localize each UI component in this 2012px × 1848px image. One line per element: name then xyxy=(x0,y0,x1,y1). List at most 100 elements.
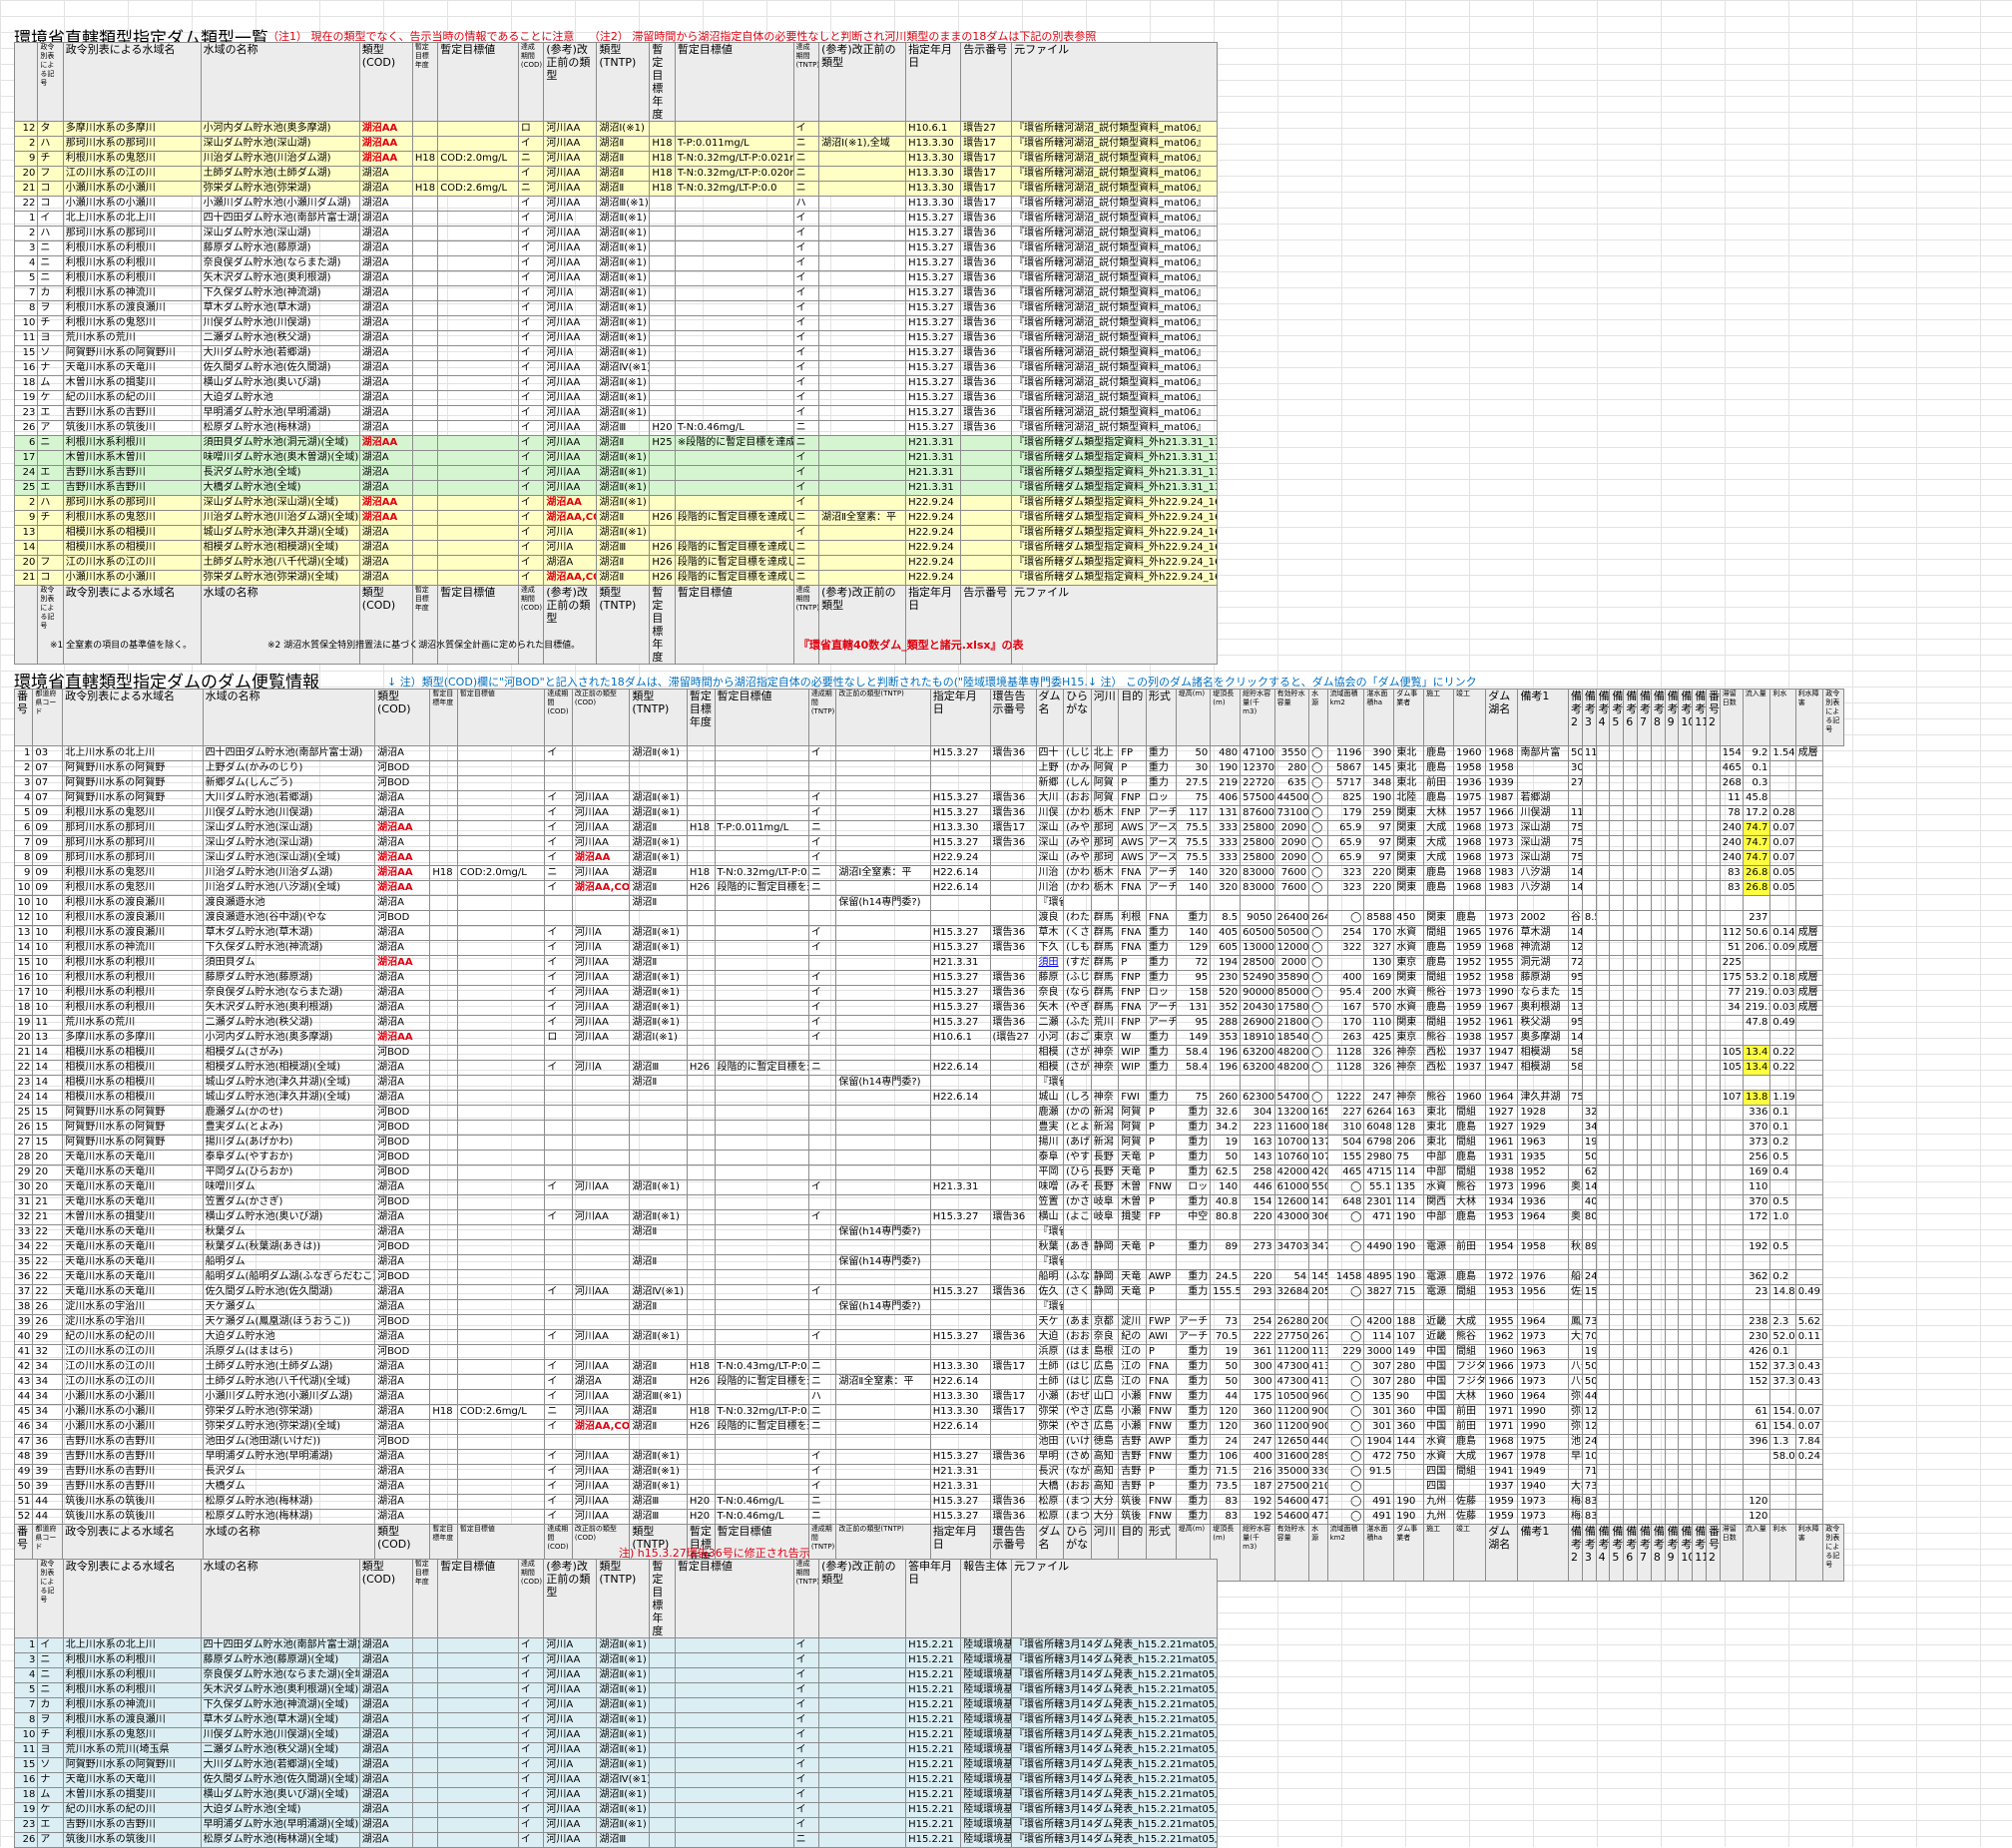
table-cell xyxy=(1623,1239,1639,1255)
table-cell xyxy=(674,390,794,406)
table-cell: 湖沼Ⅱ(※1) xyxy=(596,1817,651,1833)
table-cell: 1973 xyxy=(1517,1374,1570,1390)
table-cell xyxy=(571,1135,631,1151)
table-cell xyxy=(1794,1164,1824,1180)
table-cell xyxy=(437,330,519,346)
table-cell xyxy=(429,985,458,1001)
table-cell xyxy=(1609,775,1625,791)
table-cell: 80.8m／220m／471km2(全て直接流域)／190ha xyxy=(1581,1209,1597,1225)
table-cell: 1958 xyxy=(1485,970,1519,986)
table-cell xyxy=(818,405,907,421)
table-cell: AWS xyxy=(1118,850,1147,866)
table-cell xyxy=(1637,1419,1652,1435)
table-cell: 河川AA xyxy=(543,1787,598,1803)
table-cell: イ xyxy=(544,850,573,866)
table-cell: 74.7 xyxy=(1742,835,1771,851)
table-cell xyxy=(1719,1164,1744,1180)
column-header: (参考)改正前の類型 xyxy=(818,585,907,665)
table-cell: 『環省所轄ダム類型指定資料_外h21.3.31_13345』 xyxy=(1011,450,1218,466)
table-cell: イ xyxy=(544,1284,573,1300)
table-cell: 利根川水系の鬼怒川 xyxy=(62,865,204,881)
table-cell: 須田貝ダム xyxy=(202,955,376,971)
table-cell: 重力 xyxy=(1145,1060,1177,1076)
table-cell: 大林 xyxy=(1453,1194,1487,1210)
table-cell: 31 xyxy=(13,1194,34,1210)
table-cell: 重力 xyxy=(1145,955,1177,971)
table-cell: 大迫貯水 xyxy=(1568,1329,1583,1345)
table-cell: 河川A xyxy=(543,540,598,556)
table-cell: 環告17 xyxy=(960,166,1013,182)
table-cell xyxy=(429,1359,458,1375)
column-header: 水域の名称 xyxy=(202,689,376,746)
table-cell: 中国 xyxy=(1423,1419,1455,1435)
table-cell: ◯ xyxy=(1308,745,1328,761)
table-cell: 1940 xyxy=(1517,1479,1570,1495)
table-cell: 河川AA xyxy=(571,1509,631,1525)
table-cell xyxy=(1650,1269,1666,1285)
table-cell xyxy=(1637,940,1652,956)
table-cell: 湖沼AA xyxy=(374,820,431,836)
table-cell xyxy=(1678,1150,1694,1165)
table-cell: 重力 xyxy=(1145,1030,1177,1046)
table-cell xyxy=(571,1164,631,1180)
table-cell: 140m／320m／323.2km2(直接：144.2km2 間接：179km2… xyxy=(1568,880,1583,896)
table-cell: 22 xyxy=(13,196,39,212)
table-cell: 多摩川水系の多摩川 xyxy=(62,1030,204,1046)
table-cell xyxy=(544,760,573,776)
table-cell: 200 xyxy=(1363,985,1395,1001)
table-cell xyxy=(1692,1509,1707,1525)
table-cell xyxy=(1581,820,1597,836)
table-cell: 1939 xyxy=(1485,775,1519,791)
table-cell: 池田湖 xyxy=(1568,1434,1583,1450)
table-cell xyxy=(818,420,907,436)
table-cell: 396 xyxy=(1742,1434,1771,1450)
table-cell xyxy=(1581,790,1597,806)
table-cell: 120000 xyxy=(1273,940,1310,956)
table-cell: 保留(h14専門委?) xyxy=(835,1224,931,1240)
table-cell xyxy=(411,1817,439,1833)
file-link[interactable]: 『環省直轄40数ダム_類型と諸元.xlsx』の表 xyxy=(798,639,1024,652)
table-cell: 中国 xyxy=(1423,1374,1455,1390)
table-cell: 湖沼A xyxy=(358,420,413,436)
table-cell: 鹿島 xyxy=(1453,1269,1487,1285)
table-cell xyxy=(1742,1464,1771,1480)
table-cell: 湖沼A xyxy=(358,1682,413,1698)
table-cell xyxy=(456,1509,546,1525)
table-row: 29 20 天竜川水系の天竜川 平岡ダム(ひらおか) 河BOD 平岡 (ひら 長野 天竜 P 重力 6… xyxy=(13,1164,1872,1180)
table-cell: 75 xyxy=(1175,790,1212,806)
table-cell: 九州 xyxy=(1423,1509,1455,1525)
table-cell xyxy=(1678,880,1694,896)
table-cell xyxy=(1595,1434,1611,1450)
table-cell: 湖沼A xyxy=(358,255,413,271)
table-cell xyxy=(1485,1224,1519,1240)
table-cell xyxy=(1568,1464,1583,1480)
table-cell xyxy=(1692,1479,1707,1495)
table-cell xyxy=(649,255,676,271)
table-cell: 190 xyxy=(1393,1494,1425,1510)
table-cell xyxy=(1637,970,1652,986)
table-cell: 6048 xyxy=(1363,1120,1395,1136)
table-cell: 土師ダム貯水池(土師ダム湖) xyxy=(200,166,360,182)
table-cell xyxy=(456,1344,546,1360)
table-cell xyxy=(1794,1045,1824,1061)
table-cell xyxy=(714,1479,809,1495)
table-cell: 重力 xyxy=(1175,1105,1212,1121)
table-cell: 池田ダム(池田湖(いけだ)) xyxy=(202,1434,376,1450)
table-cell xyxy=(1637,805,1652,821)
table-cell: ニ xyxy=(792,435,820,451)
table-cell: 1976 xyxy=(1517,1269,1570,1285)
column-header: 暫定目標値 xyxy=(674,42,794,122)
table-row: 45 34 小瀬川水系の小瀬川 弥栄ダム貯水池(弥栄湖) 湖沼A H18 COD:2.6mg… xyxy=(13,1404,1872,1420)
table-cell: 鹿島 xyxy=(1423,940,1455,956)
table-cell: 深山ダム貯水池(深山湖) xyxy=(200,226,360,241)
table-cell: ニ xyxy=(807,1359,837,1375)
table-cell xyxy=(818,375,907,391)
table-cell: 川俣ダム貯水池(川俣湖) xyxy=(200,315,360,331)
table-cell xyxy=(1609,1164,1625,1180)
table-cell xyxy=(456,1030,546,1046)
table-cell: W xyxy=(1118,1030,1147,1046)
table-cell: 小瀬川水系の小瀬川 xyxy=(62,570,202,586)
table-cell: 187 xyxy=(1240,1479,1275,1495)
table-cell: H26 xyxy=(686,1419,716,1435)
table-cell: 渡良 xyxy=(1035,910,1065,926)
